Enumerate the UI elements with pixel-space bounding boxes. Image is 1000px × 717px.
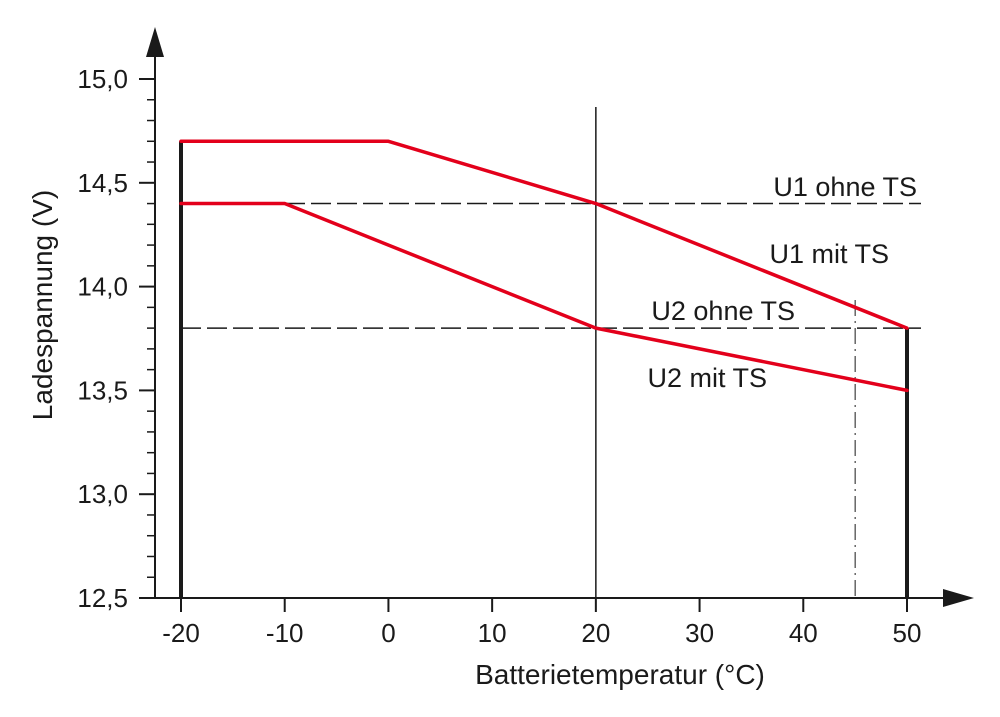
labels-layer: 12,5 13,0 13,5 14,0 14,5 15,0 -20 -10 0 10 20 30 40 5… <box>77 64 921 648</box>
x-tick-label: -10 <box>266 618 304 648</box>
x-axis-title: Batterietemperatur (°C) <box>475 659 765 690</box>
series-label-u2-ohne-ts: U2 ohne TS <box>651 296 795 326</box>
ticks-layer <box>139 78 908 612</box>
x-tick-label: 0 <box>381 618 395 648</box>
y-tick-label: 15,0 <box>77 64 128 94</box>
y-tick-label: 13,5 <box>77 375 128 405</box>
x-tick-label: 50 <box>893 618 922 648</box>
y-axis-title: Ladespannung (V) <box>27 190 58 420</box>
series-layer <box>179 139 909 393</box>
y-tick-label: 13,0 <box>77 479 128 509</box>
series-label-u1-mit-ts: U1 mit TS <box>769 239 889 269</box>
reference-lines-layer <box>179 107 921 598</box>
x-tick-label: 30 <box>685 618 714 648</box>
series-label-u1-ohne-ts: U1 ohne TS <box>773 172 917 202</box>
x-tick-label: 40 <box>789 618 818 648</box>
series-line-u2-mit-ts <box>179 201 909 393</box>
y-tick-label: 14,5 <box>77 168 128 198</box>
series-line-u1-mit-ts <box>179 139 909 330</box>
x-tick-label: 20 <box>581 618 610 648</box>
x-tick-label: -20 <box>162 618 200 648</box>
y-tick-label: 14,0 <box>77 272 128 302</box>
x-axis-arrowhead <box>943 589 974 607</box>
series-label-u2-mit-ts: U2 mit TS <box>647 363 767 393</box>
y-axis-arrowhead <box>146 27 164 57</box>
y-tick-label: 12,5 <box>77 583 128 613</box>
x-tick-label: 10 <box>478 618 507 648</box>
